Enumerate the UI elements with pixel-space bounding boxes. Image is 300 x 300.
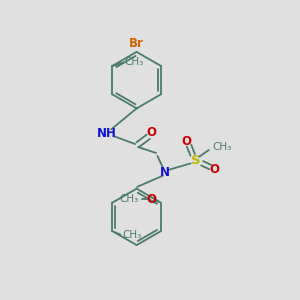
Text: O: O (146, 126, 157, 139)
Text: CH₃: CH₃ (212, 142, 232, 152)
Text: O: O (147, 193, 157, 206)
Text: N: N (160, 166, 170, 179)
Text: CH₃: CH₃ (119, 194, 138, 204)
Text: CH₃: CH₃ (122, 230, 141, 240)
Text: O: O (210, 163, 220, 176)
Text: CH₃: CH₃ (125, 57, 144, 67)
Text: NH: NH (97, 127, 117, 140)
Text: S: S (191, 154, 201, 167)
Text: Br: Br (129, 37, 144, 50)
Text: O: O (181, 135, 191, 148)
